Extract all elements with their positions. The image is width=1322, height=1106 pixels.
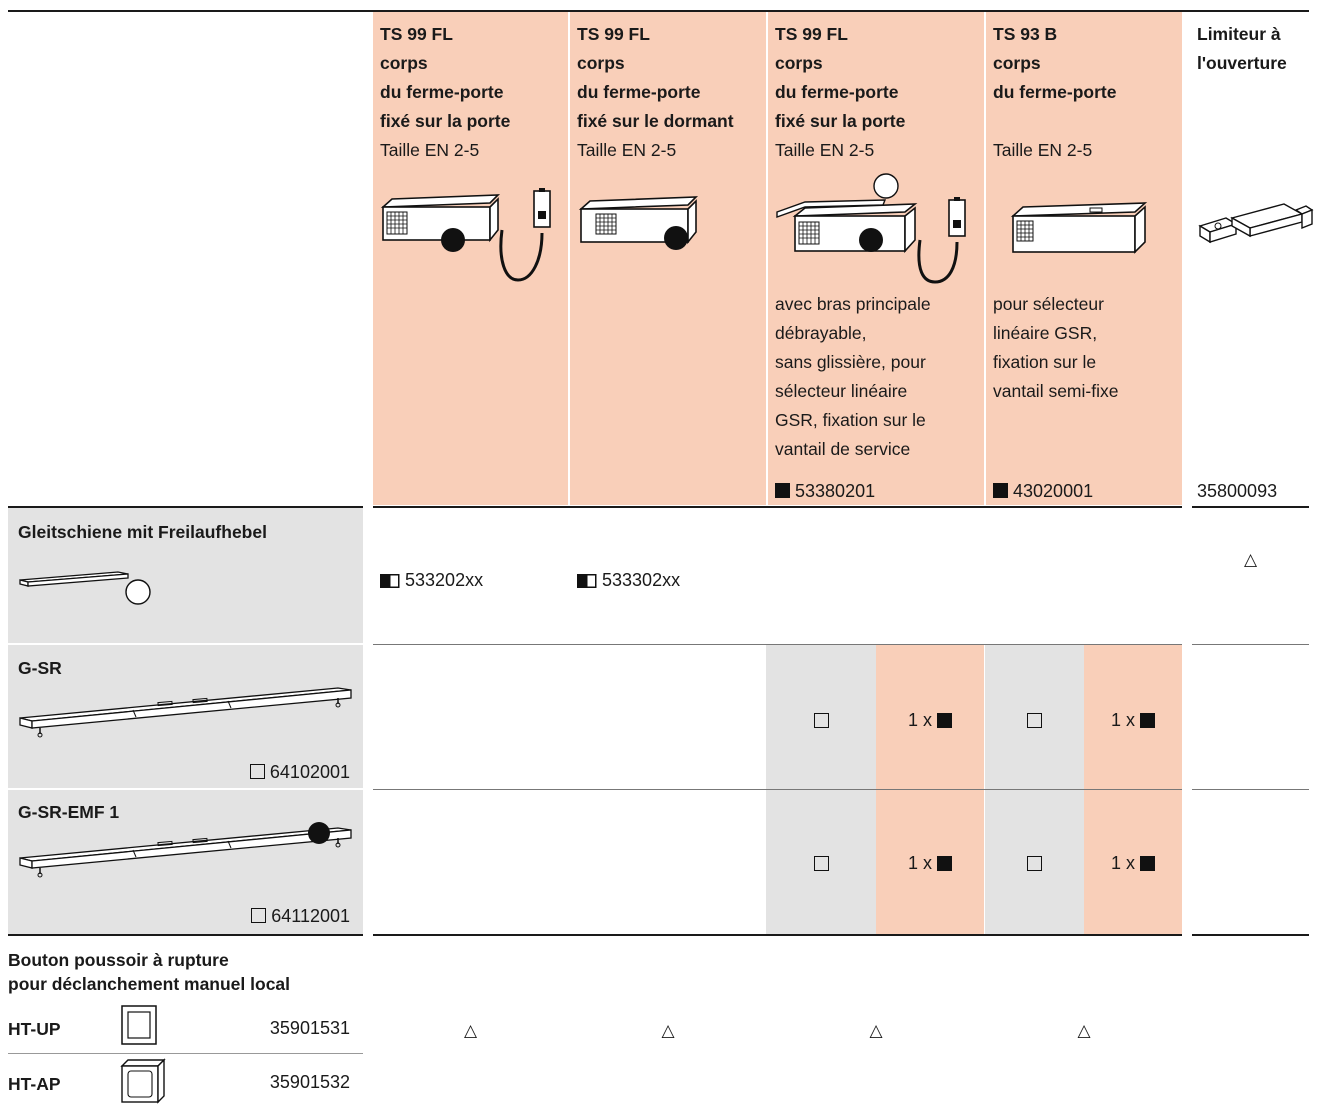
- section-rule: [373, 934, 1182, 936]
- gsremf-cell-ts93b-qty: 1 x: [1084, 848, 1182, 878]
- section-rule: [8, 934, 363, 936]
- open-square-icon: [249, 764, 265, 779]
- code-ts99fl-service: 53380201: [775, 479, 875, 503]
- gsr-cell-ts99fl-qty: 1 x: [876, 705, 984, 735]
- note-ts93b: pour sélecteur linéaire GSR, fixation su…: [993, 294, 1119, 401]
- filled-square-icon: [775, 483, 790, 498]
- item-code-htap: 35901532: [269, 1072, 350, 1092]
- half-square-icon: [577, 574, 597, 588]
- gsr-cell-ts99fl-open: [766, 705, 876, 735]
- section-rule: [1192, 934, 1309, 936]
- half-square-icon: [380, 574, 400, 588]
- code-gleitschiene-door: 533202xx: [380, 568, 483, 592]
- top-rule: [8, 10, 1309, 12]
- header-col-ts99fl-service-bg: [768, 12, 984, 505]
- gsr-rail-icon: [19, 687, 352, 738]
- header-bottom-rule: [1192, 506, 1309, 508]
- slide-rail-icon: [19, 571, 151, 605]
- header-col-ts99fl-frame-bg: [570, 12, 766, 505]
- ts93b-closer-icon: [1010, 202, 1148, 254]
- item-code-htup: 35901531: [269, 1018, 350, 1038]
- code-gsremf: 64112001: [228, 904, 350, 928]
- row-label-gsr: G-SR: [18, 658, 62, 678]
- item-name-htap: HT-AP: [8, 1074, 61, 1094]
- header-ts93b: TS 93 B corps du ferme-porte Taille EN 2…: [993, 24, 1117, 160]
- row-divider: [1192, 644, 1309, 645]
- filled-square-icon: [993, 483, 1008, 498]
- frame-closer-icon: [578, 196, 699, 250]
- item-name-htup: HT-UP: [8, 1019, 61, 1039]
- header-bottom-rule: [373, 506, 1182, 508]
- surface-button-icon: [120, 1058, 166, 1104]
- note-ts99fl-service: avec bras principale débrayable, sans gl…: [775, 294, 931, 459]
- code-gleitschiene-frame: 533302xx: [577, 568, 680, 592]
- filled-square-icon: [1140, 712, 1156, 728]
- triangle-mark: △: [1243, 550, 1258, 569]
- header-col-ts99fl-door-bg: [373, 12, 568, 505]
- filled-square-icon: [1140, 855, 1156, 871]
- gsremf-cell-ts99fl-open: [766, 848, 876, 878]
- header-ts99fl-door: TS 99 FL corps du ferme-porte fixé sur l…: [380, 24, 511, 160]
- row-divider: [1192, 789, 1309, 790]
- open-square-icon: [813, 712, 829, 728]
- code-limiter: 35800093: [1197, 481, 1278, 501]
- filled-square-icon: [937, 712, 953, 728]
- open-square-icon: [1027, 855, 1042, 871]
- triangle-mark: △: [463, 1021, 478, 1040]
- open-square-icon: [251, 908, 267, 923]
- flush-button-icon: [121, 1005, 157, 1045]
- gsremf-cell-ts93b-open: [985, 848, 1084, 878]
- open-square-icon: [1027, 712, 1042, 728]
- triangle-mark: △: [869, 1021, 883, 1040]
- header-limiter: Limiteur à l'ouverture: [1197, 24, 1287, 73]
- row-label-gleitschiene: Gleitschiene mit Freilaufhebel: [18, 522, 267, 542]
- open-square-icon: [813, 855, 829, 871]
- header-ts99fl-frame: TS 99 FL corps du ferme-porte fixé sur l…: [577, 24, 734, 160]
- code-ts93b: 43020001: [993, 479, 1093, 503]
- header-bottom-rule: [8, 506, 363, 508]
- triangle-mark: △: [661, 1021, 675, 1040]
- gsr-emf-rail-icon: [19, 822, 352, 878]
- header-col-ts93b-bg: [986, 12, 1182, 505]
- gsremf-cell-ts99fl-qty: 1 x: [876, 848, 984, 878]
- opening-limiter-icon: [1198, 203, 1314, 244]
- header-ts99fl-service: TS 99 FL corps du ferme-porte fixé sur l…: [775, 24, 906, 160]
- row-label-bouton: Bouton poussoir à rupture pour déclanche…: [8, 950, 291, 994]
- row-divider: [373, 644, 1182, 645]
- button-row-divider: [8, 1053, 363, 1054]
- service-closer-icon: [776, 173, 966, 284]
- triangle-mark: △: [1077, 1021, 1091, 1040]
- row-divider: [373, 789, 1182, 790]
- door-closer-icon: [380, 188, 551, 282]
- filled-square-icon: [937, 855, 953, 871]
- gsr-cell-ts93b-open: [985, 705, 1084, 735]
- gsr-cell-ts93b-qty: 1 x: [1084, 705, 1182, 735]
- row-label-gsremf: G-SR-EMF 1: [18, 802, 120, 822]
- code-gsr: 64102001: [228, 760, 350, 784]
